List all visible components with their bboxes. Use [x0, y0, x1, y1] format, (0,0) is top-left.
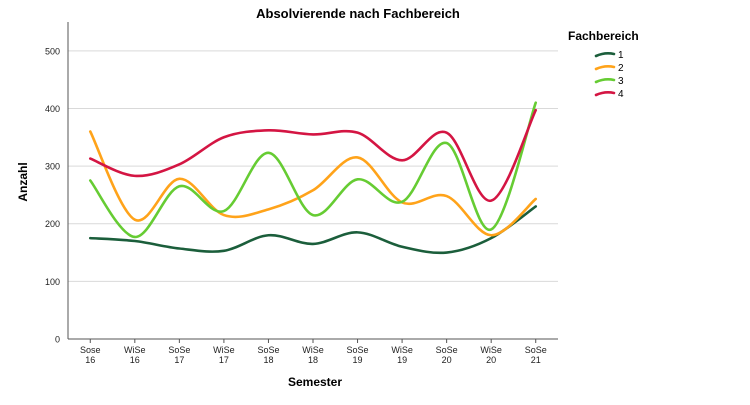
x-tick-label: SoSe — [347, 345, 369, 355]
x-tick-label: 21 — [531, 355, 541, 365]
series-line-4 — [88, 108, 538, 202]
x-tick-label: WiSe — [213, 345, 235, 355]
x-tick-label: 20 — [442, 355, 452, 365]
x-tick-label: SoSe — [436, 345, 458, 355]
y-tick-label: 0 — [55, 335, 60, 345]
x-tick-label: SoSe — [168, 345, 190, 355]
x-tick-label: 17 — [174, 355, 184, 365]
x-tick-label: 17 — [219, 355, 229, 365]
axes: 0100200300400500Sose16WiSe16SoSe17WiSe17… — [45, 22, 558, 365]
y-tick-label: 300 — [45, 162, 60, 172]
legend: 1 2 3 4 — [594, 50, 624, 100]
series-line-3 — [88, 101, 538, 239]
x-tick-label: Sose — [80, 345, 101, 355]
x-tick-label: WiSe — [302, 345, 324, 355]
y-tick-label: 500 — [45, 46, 60, 56]
x-tick-label: 16 — [130, 355, 140, 365]
legend-title: Fachbereich — [568, 29, 639, 43]
x-tick-label: 19 — [353, 355, 363, 365]
x-tick-label: WiSe — [480, 345, 502, 355]
x-tick-label: 18 — [308, 355, 318, 365]
legend-swatch-3 — [594, 78, 616, 84]
series-line-2 — [88, 130, 538, 237]
x-tick-label: 20 — [486, 355, 496, 365]
y-axis-label: Anzahl — [16, 162, 30, 201]
x-axis-label: Semester — [288, 375, 342, 389]
legend-label-3: 3 — [618, 76, 624, 87]
series-group — [88, 101, 538, 255]
series-line-1 — [88, 205, 538, 255]
x-tick-label: SoSe — [525, 345, 547, 355]
legend-swatch-4 — [594, 91, 616, 97]
x-tick-label: WiSe — [124, 345, 146, 355]
y-tick-label: 100 — [45, 277, 60, 287]
y-tick-label: 400 — [45, 104, 60, 114]
legend-swatch-2 — [594, 65, 616, 71]
y-tick-label: 200 — [45, 219, 60, 229]
x-tick-label: 16 — [85, 355, 95, 365]
legend-label-2: 2 — [618, 63, 624, 74]
legend-label-4: 4 — [618, 89, 624, 100]
x-tick-label: WiSe — [391, 345, 413, 355]
legend-label-1: 1 — [618, 50, 624, 61]
x-tick-label: 19 — [397, 355, 407, 365]
chart-title: Absolvierende nach Fachbereich — [256, 6, 460, 21]
grid — [68, 50, 558, 282]
x-tick-label: SoSe — [257, 345, 279, 355]
x-tick-label: 18 — [263, 355, 273, 365]
legend-swatch-1 — [594, 52, 616, 58]
